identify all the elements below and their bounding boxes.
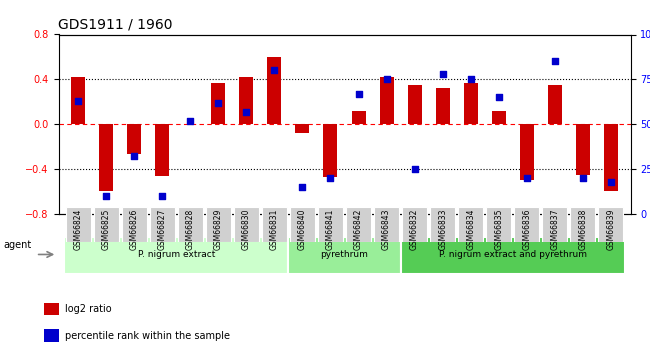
- Bar: [548, 85, 562, 124]
- Bar: [463, 83, 478, 124]
- FancyBboxPatch shape: [262, 207, 287, 242]
- Text: GSM66827: GSM66827: [158, 209, 167, 250]
- Text: GSM66834: GSM66834: [466, 209, 475, 250]
- Text: GSM66828: GSM66828: [186, 209, 195, 250]
- Point: [297, 184, 307, 190]
- Text: GSM66831: GSM66831: [270, 209, 279, 250]
- Text: percentile rank within the sample: percentile rank within the sample: [64, 331, 229, 341]
- FancyBboxPatch shape: [570, 207, 595, 242]
- Bar: [127, 124, 141, 155]
- Point: [465, 77, 476, 82]
- Bar: [44, 329, 59, 342]
- Bar: [352, 111, 365, 124]
- FancyBboxPatch shape: [66, 207, 91, 242]
- FancyBboxPatch shape: [514, 207, 539, 242]
- Point: [101, 193, 111, 199]
- FancyBboxPatch shape: [205, 207, 231, 242]
- FancyBboxPatch shape: [458, 207, 484, 242]
- Point: [213, 100, 224, 106]
- Bar: [604, 124, 618, 191]
- Text: GSM66840: GSM66840: [298, 209, 307, 250]
- Text: GSM66835: GSM66835: [494, 209, 503, 250]
- Text: GSM66837: GSM66837: [551, 209, 559, 250]
- FancyBboxPatch shape: [122, 207, 147, 242]
- Text: GSM66825: GSM66825: [101, 209, 111, 250]
- Text: GSM66843: GSM66843: [382, 209, 391, 250]
- Point: [521, 175, 532, 181]
- FancyBboxPatch shape: [374, 207, 399, 242]
- Text: GSM66833: GSM66833: [438, 209, 447, 250]
- Bar: [491, 111, 506, 124]
- FancyBboxPatch shape: [150, 207, 175, 242]
- FancyBboxPatch shape: [400, 237, 625, 274]
- FancyBboxPatch shape: [289, 237, 400, 274]
- Bar: [324, 124, 337, 177]
- FancyBboxPatch shape: [234, 207, 259, 242]
- Bar: [99, 124, 113, 191]
- Point: [354, 91, 364, 97]
- FancyBboxPatch shape: [346, 207, 371, 242]
- Bar: [267, 57, 281, 124]
- Text: GSM66841: GSM66841: [326, 209, 335, 250]
- Point: [493, 95, 504, 100]
- Bar: [44, 303, 59, 315]
- Text: GSM66829: GSM66829: [214, 209, 223, 250]
- Text: GSM66830: GSM66830: [242, 209, 251, 250]
- FancyBboxPatch shape: [290, 207, 315, 242]
- FancyBboxPatch shape: [430, 207, 455, 242]
- Text: GSM66842: GSM66842: [354, 209, 363, 250]
- Point: [269, 68, 280, 73]
- Text: GDS1911 / 1960: GDS1911 / 1960: [58, 18, 173, 32]
- Point: [129, 154, 139, 159]
- Point: [578, 175, 588, 181]
- Bar: [436, 88, 450, 124]
- Bar: [296, 124, 309, 133]
- Bar: [155, 124, 169, 176]
- Bar: [239, 77, 254, 124]
- Bar: [71, 77, 85, 124]
- Text: log2 ratio: log2 ratio: [64, 304, 111, 314]
- Text: GSM66839: GSM66839: [606, 209, 616, 250]
- FancyBboxPatch shape: [177, 207, 203, 242]
- FancyBboxPatch shape: [318, 207, 343, 242]
- Point: [73, 98, 83, 104]
- Point: [606, 179, 616, 184]
- FancyBboxPatch shape: [486, 207, 512, 242]
- Text: GSM66832: GSM66832: [410, 209, 419, 250]
- Text: P. nigrum extract and pyrethrum: P. nigrum extract and pyrethrum: [439, 250, 587, 259]
- Point: [437, 71, 448, 77]
- Text: GSM66824: GSM66824: [73, 209, 83, 250]
- Bar: [520, 124, 534, 180]
- Text: GSM66836: GSM66836: [522, 209, 531, 250]
- Point: [382, 77, 392, 82]
- Point: [185, 118, 196, 124]
- Bar: [380, 77, 393, 124]
- Text: GSM66838: GSM66838: [578, 209, 588, 250]
- Text: GSM66826: GSM66826: [130, 209, 138, 250]
- FancyBboxPatch shape: [94, 207, 119, 242]
- Point: [241, 109, 252, 115]
- Point: [410, 166, 420, 172]
- FancyBboxPatch shape: [402, 207, 427, 242]
- Point: [325, 175, 335, 181]
- Text: pyrethrum: pyrethrum: [320, 250, 369, 259]
- Point: [157, 193, 168, 199]
- Text: P. nigrum extract: P. nigrum extract: [138, 250, 215, 259]
- Bar: [576, 124, 590, 175]
- Bar: [408, 85, 422, 124]
- FancyBboxPatch shape: [64, 237, 289, 274]
- FancyBboxPatch shape: [542, 207, 567, 242]
- Text: agent: agent: [3, 240, 31, 250]
- Point: [550, 59, 560, 64]
- FancyBboxPatch shape: [598, 207, 623, 242]
- Bar: [211, 83, 226, 124]
